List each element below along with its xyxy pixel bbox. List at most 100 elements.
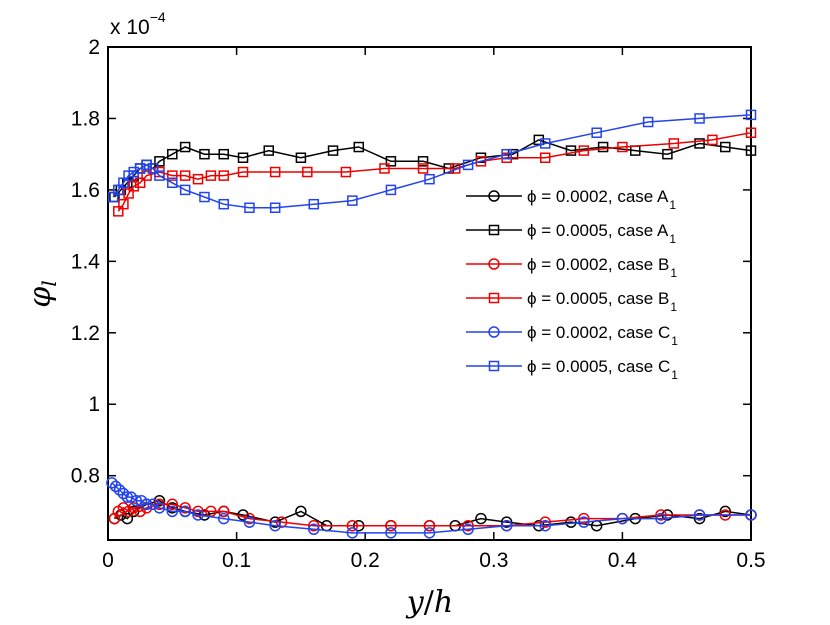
data-point	[147, 498, 159, 511]
data-point	[694, 113, 705, 124]
data-point	[340, 166, 352, 178]
data-point	[106, 477, 118, 489]
legend-label: ϕ = 0.0002, case B1	[527, 255, 677, 280]
x-tick-label: 0.2	[351, 549, 380, 572]
data-point	[179, 502, 191, 514]
y-tick-label: 1.2	[71, 322, 100, 345]
data-point	[423, 527, 436, 539]
data-point	[127, 502, 140, 514]
data-point	[745, 109, 757, 121]
plot-frame	[107, 46, 752, 541]
data-point	[167, 148, 178, 160]
data-point	[662, 148, 673, 160]
data-point	[462, 523, 474, 536]
data-point	[166, 502, 179, 514]
data-point	[153, 494, 166, 507]
data-point	[302, 166, 313, 178]
data-point	[385, 156, 397, 167]
data-point	[130, 494, 143, 507]
legend-label: ϕ = 0.0002, case C1	[527, 323, 678, 348]
legend-marker	[488, 292, 500, 304]
data-point	[719, 505, 732, 518]
data-point	[693, 512, 706, 525]
data-point	[154, 170, 165, 181]
x-tick-label: 0.1	[222, 549, 251, 572]
y-tick-label: 1	[88, 393, 100, 416]
data-point	[118, 198, 129, 210]
data-point	[591, 127, 602, 138]
legend: ϕ = 0.0002, case A1 ϕ = 0.0005, case A1 ϕ …	[466, 187, 678, 382]
data-point	[347, 195, 358, 206]
data-point	[243, 516, 256, 528]
data-point	[199, 148, 210, 160]
data-point	[166, 498, 179, 511]
data-point	[693, 509, 706, 521]
data-point	[501, 148, 512, 160]
data-point	[205, 170, 217, 181]
data-point	[462, 519, 474, 532]
data-point	[218, 198, 229, 210]
data-point	[597, 141, 609, 153]
data-point	[533, 134, 545, 146]
data-point	[237, 152, 249, 163]
data-point	[147, 163, 159, 174]
data-point	[218, 148, 229, 160]
data-point	[179, 505, 191, 518]
data-point	[295, 505, 307, 518]
data-point	[140, 498, 153, 511]
data-point	[218, 170, 229, 181]
data-point	[578, 145, 590, 156]
data-point	[179, 141, 191, 153]
y-tick-label: 1.4	[71, 250, 101, 273]
data-point	[141, 159, 152, 171]
data-point	[616, 512, 629, 525]
data-point	[134, 163, 146, 174]
data-point	[694, 138, 705, 149]
x-tick-label: 0.4	[608, 549, 638, 572]
data-point	[167, 170, 178, 181]
data-point	[141, 170, 152, 181]
data-point	[269, 166, 281, 178]
series-B1_0005	[113, 127, 757, 217]
data-point	[346, 527, 359, 539]
legend-item: ϕ = 0.0005, case A1	[466, 221, 676, 246]
x-axis-label: y/h	[405, 585, 453, 620]
data-point	[500, 519, 513, 532]
data-point	[475, 156, 487, 167]
data-point	[424, 173, 435, 185]
legend-label: ϕ = 0.0005, case A1	[527, 221, 676, 246]
legend-item: ϕ = 0.0002, case B1	[466, 255, 677, 280]
data-point	[539, 138, 551, 149]
data-point	[500, 516, 513, 528]
data-point	[745, 509, 757, 521]
legend-marker	[488, 258, 500, 270]
series-line	[113, 503, 751, 527]
data-point	[192, 509, 204, 521]
legend-marker	[488, 190, 500, 202]
legend-item: ϕ = 0.0005, case C1	[466, 357, 678, 382]
data-point	[128, 181, 139, 192]
data-point	[192, 173, 204, 185]
data-point	[217, 512, 230, 525]
data-point	[243, 512, 256, 525]
data-point	[167, 177, 178, 189]
legend-item: ϕ = 0.0002, case A1	[466, 187, 676, 212]
data-point	[655, 512, 667, 525]
data-point	[385, 184, 397, 196]
data-point	[346, 519, 359, 532]
data-point	[128, 166, 139, 178]
data-point	[263, 145, 274, 156]
data-point	[199, 191, 210, 203]
data-point	[642, 116, 654, 128]
data-point	[113, 484, 126, 496]
legend-marker	[488, 224, 500, 236]
data-point	[154, 156, 165, 167]
data-point	[617, 141, 628, 153]
data-series	[106, 109, 757, 539]
y-tick-label: 0.8	[71, 465, 100, 488]
data-point	[668, 138, 680, 149]
data-point	[179, 184, 191, 196]
y-axis-label: φl	[23, 280, 61, 307]
legend-item: ϕ = 0.0005, case B1	[466, 289, 677, 314]
